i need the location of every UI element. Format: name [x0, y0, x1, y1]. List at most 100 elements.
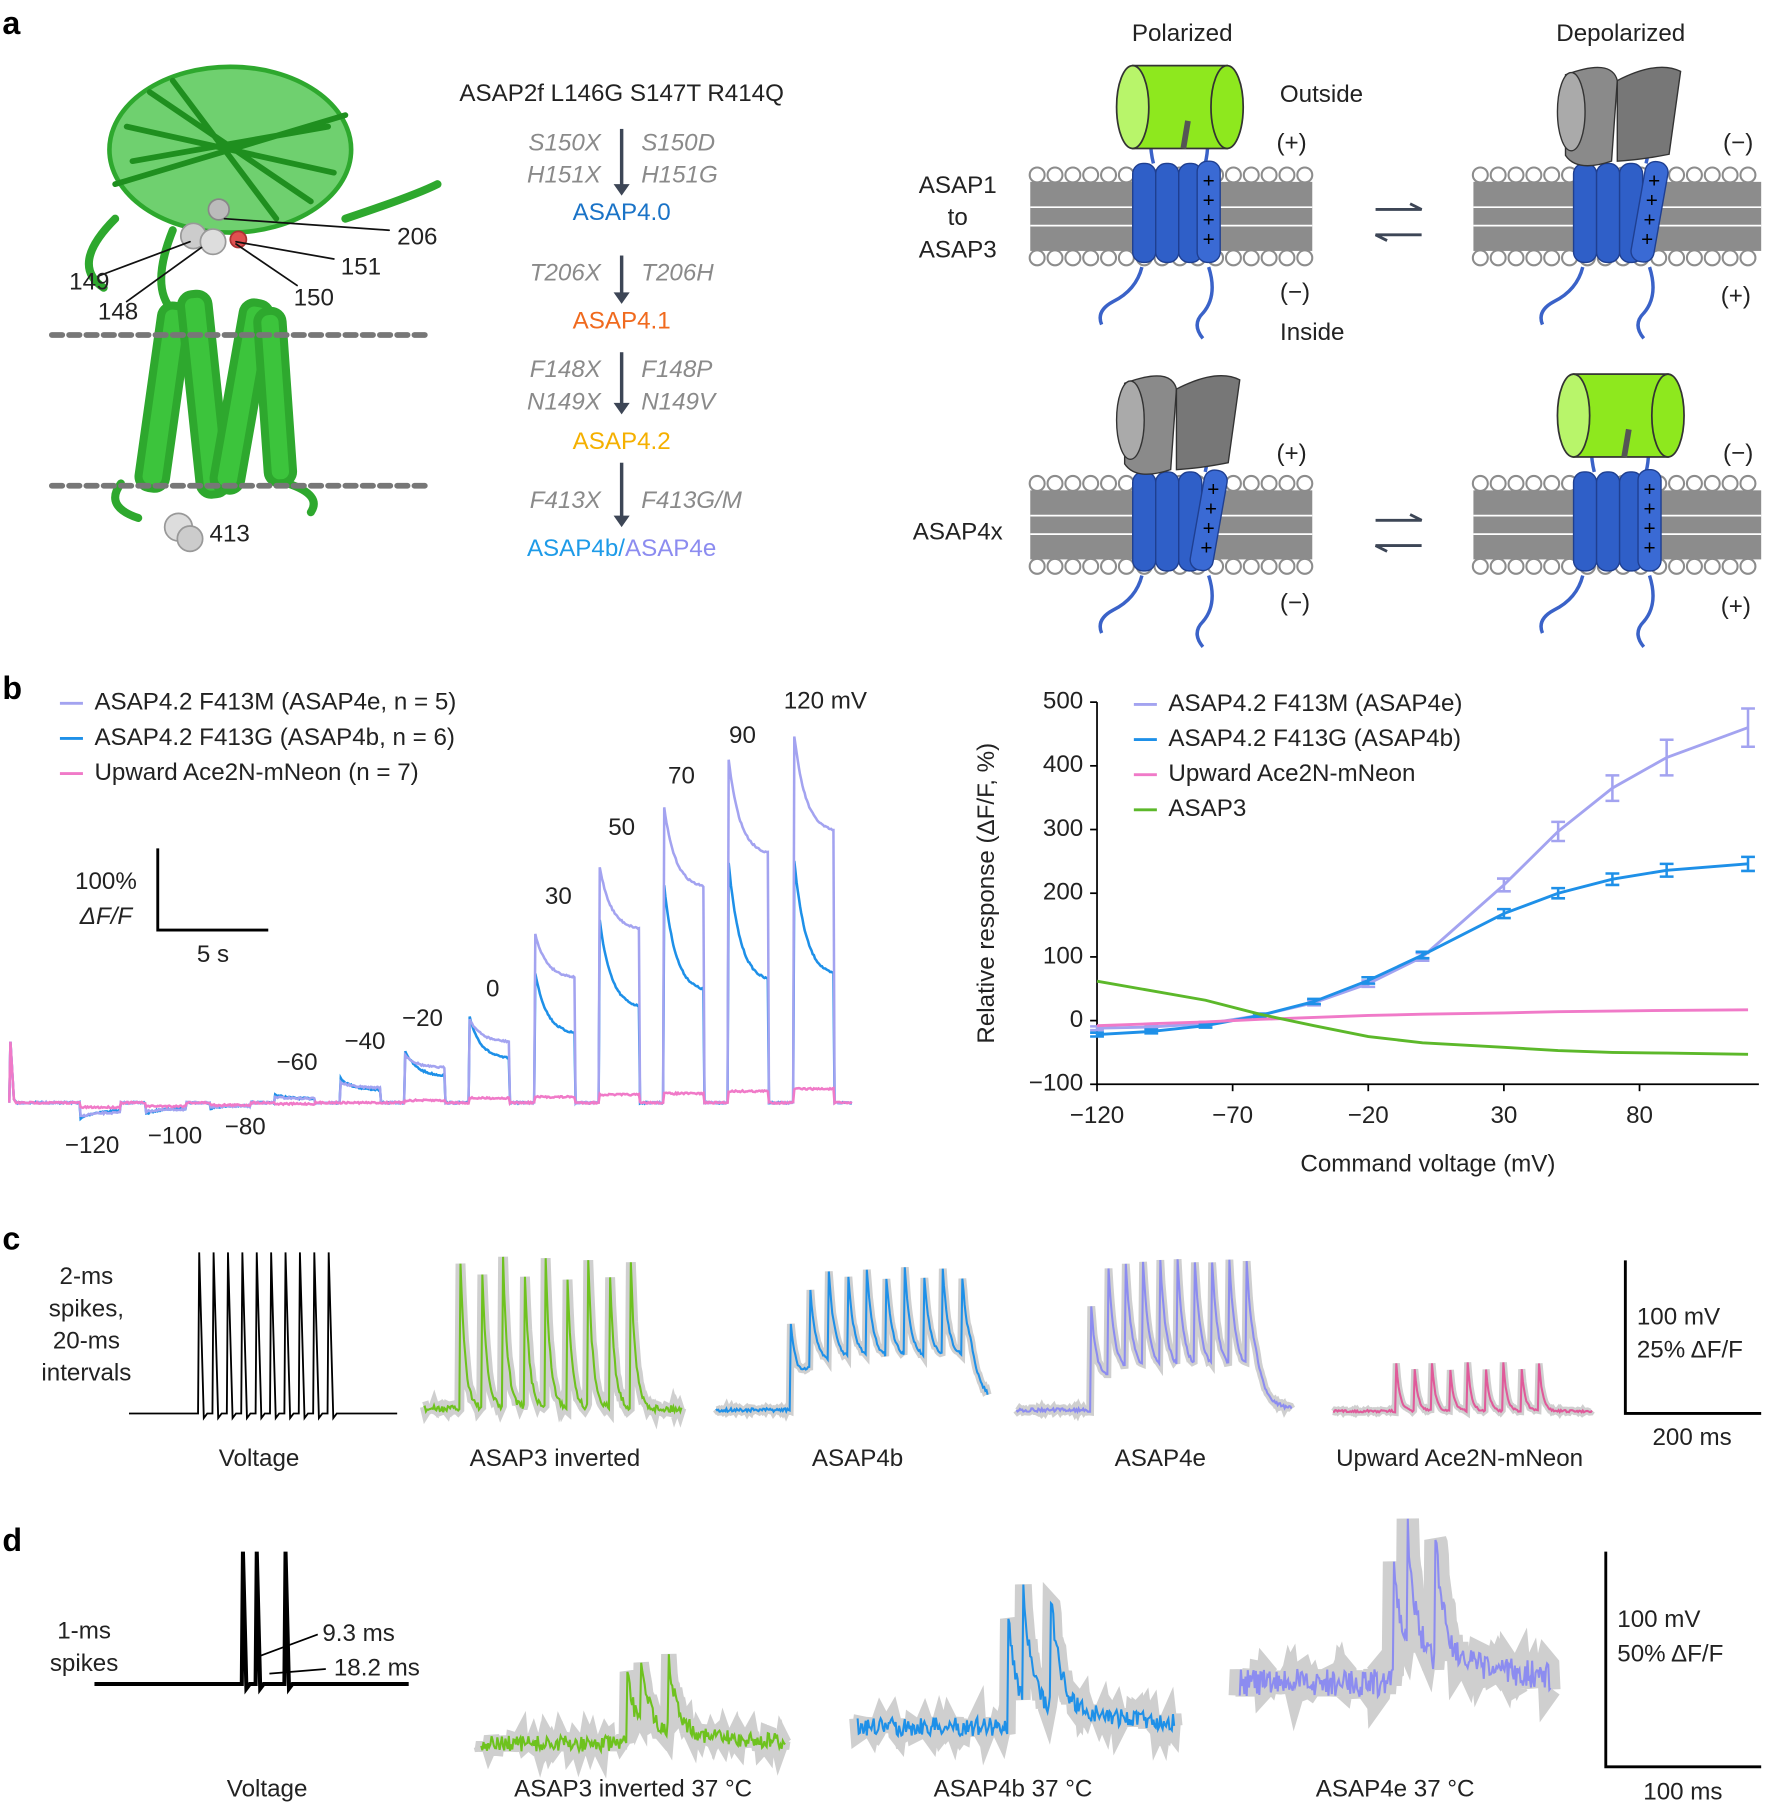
scale-label: 100 mV [1637, 1303, 1720, 1330]
panel-label: b [2, 670, 22, 706]
voltage-helix [1189, 469, 1228, 572]
panel-label: a [2, 5, 21, 41]
lipid-head [1543, 166, 1561, 184]
lipid-head [1489, 474, 1507, 492]
chosen-mutation: N149V [641, 388, 717, 415]
y-tick-label: 100 [1043, 942, 1083, 969]
lipid-head [1028, 474, 1046, 492]
gating-charge: + [1203, 169, 1215, 192]
lipid-head [1278, 249, 1296, 267]
step-trace [8, 736, 853, 1118]
gating-charge: + [1200, 537, 1212, 560]
gating-charge: + [1203, 517, 1215, 540]
step-label: −60 [277, 1049, 318, 1076]
row-label: to [948, 204, 968, 231]
step-label: −20 [402, 1005, 443, 1032]
series-line [1096, 862, 1749, 1037]
lipid-head [1028, 249, 1046, 267]
lipid-head [1543, 474, 1561, 492]
lipid-head [1668, 474, 1686, 492]
lipid-head [1242, 474, 1260, 492]
lipid-head [1046, 474, 1064, 492]
x-tick-label: 30 [1490, 1102, 1517, 1129]
lipid-head [1278, 557, 1296, 575]
y-tick-label: 200 [1043, 879, 1083, 906]
lipid-head [1543, 557, 1561, 575]
interval-leader [255, 1633, 326, 1675]
scale-bar [1623, 1260, 1762, 1415]
fluorescence-trace [856, 1584, 1176, 1739]
scale-label: 5 s [197, 941, 229, 968]
lipid-head [1507, 249, 1525, 267]
lipid-head [1296, 557, 1314, 575]
error-bar [1307, 997, 1321, 1006]
fluorophore-end [1650, 373, 1685, 458]
error-bar [1144, 1028, 1159, 1035]
trace-label: ASAP4b [812, 1445, 903, 1472]
fluorophore-open [1175, 375, 1241, 471]
variant-name: ASAP4.2 [573, 429, 671, 456]
lipid-head [1507, 557, 1525, 575]
legend-label: Upward Ace2N-mNeon [1168, 760, 1415, 787]
lipid-head [1082, 166, 1100, 184]
step-label: 70 [668, 762, 695, 789]
strands [112, 77, 349, 222]
helix [1132, 162, 1157, 264]
charge-label: (−) [1280, 590, 1310, 617]
trace-label: ASAP3 inverted [470, 1445, 641, 1472]
lipid-head [1224, 249, 1242, 267]
lipid-head [1525, 474, 1543, 492]
error-bar [1741, 707, 1755, 748]
random-mutation: S150X [528, 129, 601, 156]
gating-charge: + [1641, 228, 1653, 251]
trace-band [713, 1267, 992, 1422]
variant-name: ASAP4b/ASAP4e [527, 536, 716, 563]
y-axis-label: Relative response (ΔF/F, %) [973, 743, 1000, 1044]
lipid-head [1117, 166, 1135, 184]
gating-charge: + [1643, 497, 1655, 520]
gating-charge: + [1643, 208, 1655, 231]
lipid-head [1224, 474, 1242, 492]
lipid-head [1739, 557, 1757, 575]
residue-label: 151 [341, 254, 381, 281]
lipid-head [1100, 474, 1118, 492]
residue-label: 148 [98, 298, 138, 325]
protocol-label: intervals [41, 1360, 131, 1387]
lipid-head [1117, 474, 1135, 492]
protocol-label: 20-ms [53, 1328, 120, 1355]
series-line [1096, 1008, 1749, 1028]
random-mutation: N149X [527, 388, 602, 415]
protocol-label: spikes, [49, 1295, 124, 1322]
lipid-head [1260, 166, 1278, 184]
voltage-helix [1637, 468, 1662, 572]
chosen-mutation: T206H [641, 259, 714, 286]
lipid-head [1721, 474, 1739, 492]
lipid-head [1471, 557, 1489, 575]
gating-charge: + [1203, 228, 1215, 251]
helix [1595, 162, 1621, 264]
voltage-trace [128, 1252, 398, 1421]
lipid-head [1685, 557, 1703, 575]
lipid-head [1082, 249, 1100, 267]
lipid-head [1260, 474, 1278, 492]
lipid-head [1507, 166, 1525, 184]
lipid-head [1703, 166, 1721, 184]
panel-label: d [2, 1522, 22, 1558]
charge-label: (+) [1276, 129, 1306, 156]
scale-label: 100 mV [1617, 1606, 1700, 1633]
chromophore [1180, 120, 1191, 149]
helix [1155, 471, 1180, 572]
legend-label: ASAP4.2 F413G (ASAP4b, n = 6) [94, 724, 455, 751]
chromophore [1621, 428, 1632, 458]
gating-charge: + [1207, 478, 1219, 501]
state-label: Depolarized [1556, 20, 1685, 47]
charge-label: (+) [1276, 440, 1306, 467]
lipid-head [1471, 166, 1489, 184]
scale-label: 100 ms [1643, 1779, 1722, 1806]
trace-label: Voltage [219, 1445, 300, 1472]
arrow-head [613, 292, 630, 304]
trace-label: Voltage [227, 1775, 308, 1802]
trace-label: ASAP4e 37 °C [1316, 1775, 1475, 1802]
trace-band [1013, 1259, 1296, 1422]
lipid-head [1028, 166, 1046, 184]
